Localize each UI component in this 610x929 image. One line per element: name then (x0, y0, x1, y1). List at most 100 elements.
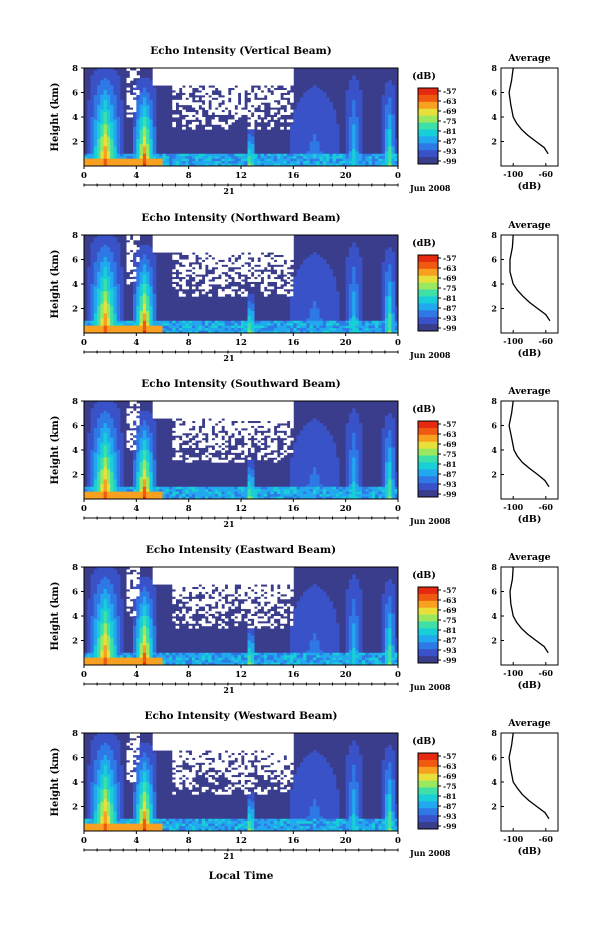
heatmap-cell (129, 323, 134, 327)
heatmap-cell (227, 163, 232, 167)
heatmap-cell (87, 139, 91, 142)
heatmap-cell (90, 415, 95, 419)
heatmap-cell (208, 257, 212, 260)
heatmap-cell (381, 301, 386, 304)
heatmap-cell (103, 146, 108, 150)
heatmap-cell (139, 257, 144, 260)
heatmap-cell (93, 139, 98, 142)
heatmap-cell (299, 102, 304, 106)
heatmap-cell (139, 325, 144, 329)
panel-title: Echo Intensity (Vertical Beam) (150, 45, 331, 57)
heatmap-cell (185, 286, 190, 290)
heatmap-cell (188, 247, 193, 251)
heatmap-cell (358, 148, 363, 152)
heatmap-cell (267, 85, 271, 88)
heatmap-cell (391, 330, 396, 334)
heatmap-cell (234, 286, 239, 290)
heatmap-cell (270, 77, 275, 81)
heatmap-cell (231, 163, 235, 167)
heatmap-cell (227, 244, 232, 248)
heatmap-cell (241, 288, 245, 292)
heatmap-cell (139, 77, 144, 81)
heatmap-cell (211, 325, 216, 329)
heatmap-cell (133, 286, 137, 290)
heatmap-cell (100, 244, 105, 248)
heatmap-cell (329, 163, 333, 167)
heatmap-cell (381, 124, 386, 128)
heatmap-cell (149, 261, 154, 265)
heatmap-cell (260, 85, 265, 88)
heatmap-cell (276, 158, 281, 162)
heatmap-cell (110, 156, 114, 160)
heatmap-cell (391, 114, 396, 118)
heatmap-cell (152, 148, 157, 152)
heatmap-cell (309, 163, 314, 167)
heatmap-cell (244, 328, 248, 331)
heatmap-cell (303, 143, 307, 147)
heatmap-cell (270, 247, 275, 251)
heatmap-cell (152, 158, 157, 162)
heatmap-cell (326, 323, 330, 327)
heatmap-cell (106, 148, 111, 152)
heatmap-cell (218, 77, 222, 81)
heatmap-cell (299, 119, 304, 123)
heatmap-cell (142, 266, 147, 270)
heatmap-cell (97, 442, 101, 446)
heatmap-cell (218, 112, 222, 115)
heatmap-cell (152, 281, 157, 285)
heatmap-cell (254, 252, 258, 255)
heatmap-cell (136, 249, 140, 253)
heatmap-cell (214, 264, 219, 268)
heatmap-cell (133, 141, 137, 145)
heatmap-cell (218, 80, 222, 84)
heatmap-cell (244, 254, 248, 258)
heatmap-cell (139, 156, 144, 160)
heatmap-cell (355, 134, 360, 137)
heatmap-cell (93, 315, 98, 319)
heatmap-cell (195, 325, 199, 329)
heatmap-cell (378, 328, 383, 331)
heatmap-cell (224, 239, 229, 243)
heatmap-cell (345, 264, 350, 268)
heatmap-cell (133, 315, 137, 319)
heatmap-cell (247, 298, 252, 302)
heatmap-cell (133, 293, 137, 297)
heatmap-cell (345, 301, 350, 304)
heatmap-cell (87, 269, 91, 273)
heatmap-cell (129, 97, 134, 101)
heatmap-cell (332, 286, 337, 290)
heatmap-cell (250, 136, 255, 140)
heatmap-cell (185, 247, 190, 251)
heatmap-cell (283, 254, 288, 258)
heatmap-cell (358, 269, 363, 273)
heatmap-cell (100, 261, 105, 265)
heatmap-cell (93, 102, 98, 106)
heatmap-cell (191, 163, 196, 167)
heatmap-cell (224, 163, 229, 167)
heatmap-cell (218, 75, 222, 79)
heatmap-cell (97, 148, 101, 152)
heatmap-cell (322, 264, 327, 268)
heatmap-cell (93, 242, 98, 246)
heatmap-cell (87, 276, 91, 280)
heatmap-cell (100, 99, 105, 103)
avg-frame (500, 234, 559, 334)
heatmap-cell (188, 90, 193, 93)
heatmap-cell (296, 281, 301, 285)
heatmap-cell (352, 257, 356, 260)
heatmap-cell (214, 330, 219, 334)
heatmap-cell (162, 320, 167, 324)
heatmap-cell (319, 328, 324, 331)
heatmap-cell (90, 457, 95, 461)
heatmap-cell (254, 261, 258, 265)
heatmap-cell (270, 156, 275, 160)
heatmap-cell (270, 97, 275, 101)
heatmap-cell (394, 153, 399, 157)
heatmap-cell (293, 288, 297, 292)
heatmap-cell (119, 330, 124, 334)
heatmap-cell (335, 158, 340, 162)
heatmap-cell (90, 249, 95, 253)
heatmap-cell (103, 75, 108, 79)
heatmap-cell (218, 161, 222, 164)
heatmap-cell (162, 72, 167, 76)
